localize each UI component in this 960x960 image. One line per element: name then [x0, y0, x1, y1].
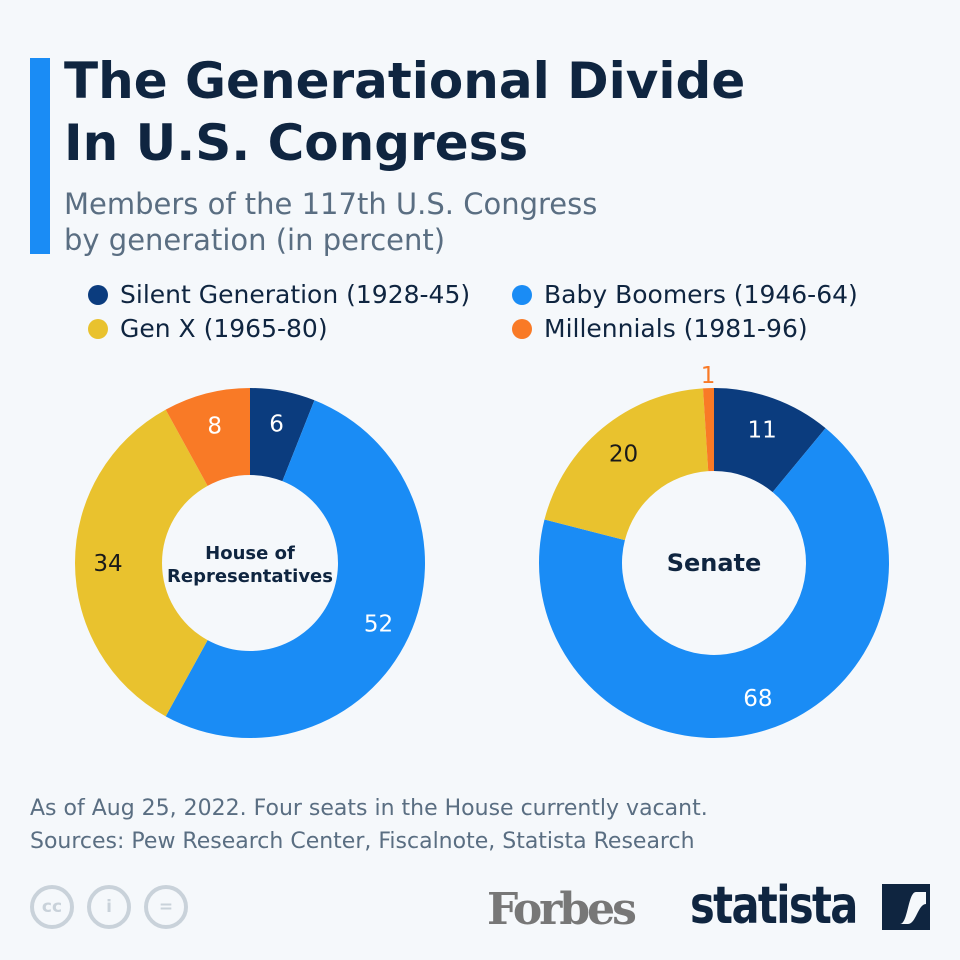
legend-item-silent: Silent Generation (1928-45) — [88, 280, 470, 309]
data-label: 52 — [364, 611, 393, 637]
data-label: 20 — [609, 442, 638, 468]
donut-slice-senate-3 — [703, 388, 714, 472]
legend-item-genx: Gen X (1965-80) — [88, 314, 328, 343]
data-label: 34 — [93, 551, 122, 577]
donut-slice-senate-2 — [544, 388, 709, 541]
legend-swatch — [512, 318, 532, 339]
donut-slice-senate-1 — [538, 428, 889, 738]
donut-slice-house-of-representatives-3 — [165, 388, 250, 486]
attribution-icon[interactable]: i — [87, 885, 131, 929]
chart-title: The Generational Divide In U.S. Congress — [64, 52, 746, 172]
statista-logo[interactable]: statista — [690, 876, 858, 936]
legend-item-millennials: Millennials (1981-96) — [512, 314, 808, 343]
data-label: 68 — [743, 686, 772, 712]
donut-slice-house-of-representatives-0 — [250, 388, 315, 482]
legend-swatch — [88, 318, 108, 339]
forbes-logo[interactable]: Forbes — [487, 884, 637, 935]
donut-center-label: Representatives — [167, 566, 333, 587]
legend-item-boomers: Baby Boomers (1946-64) — [512, 280, 858, 309]
accent-bar — [30, 58, 50, 254]
data-label: 6 — [269, 412, 284, 438]
donut-center-label: Senate — [667, 549, 762, 577]
legend-swatch — [88, 284, 108, 305]
donut-center-label: House of — [205, 543, 295, 564]
statista-logo-icon — [882, 884, 930, 930]
data-label: 8 — [207, 413, 222, 439]
data-label: 1 — [701, 363, 716, 389]
donut-slice-house-of-representatives-2 — [74, 409, 208, 717]
data-label: 11 — [747, 417, 776, 443]
no-derivatives-icon[interactable]: = — [144, 885, 188, 929]
chart-subtitle: Members of the 117th U.S. Congress by gen… — [64, 187, 598, 257]
footnote: As of Aug 25, 2022. Four seats in the Ho… — [30, 796, 708, 854]
creative-commons-icon[interactable]: cc — [30, 885, 74, 929]
donut-slice-senate-0 — [714, 388, 826, 493]
donut-slice-house-of-representatives-1 — [165, 400, 426, 739]
legend-swatch — [512, 284, 532, 305]
